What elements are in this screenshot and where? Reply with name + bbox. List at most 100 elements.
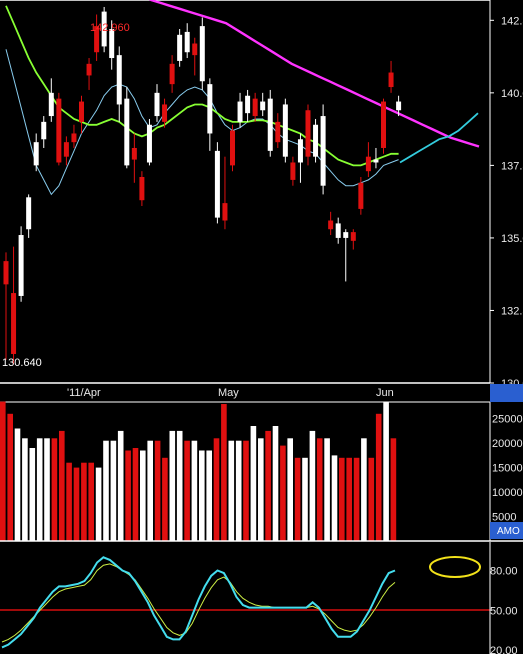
volume-bar — [228, 440, 235, 541]
ma-long-line — [148, 0, 480, 148]
low-annotation: 130.640 — [2, 357, 42, 369]
volume-bar — [162, 457, 168, 541]
candle-body — [335, 223, 341, 238]
candle-body — [214, 150, 220, 218]
candle-body — [18, 235, 24, 296]
price-tick-label: 132.500 — [501, 305, 523, 317]
candle-body — [267, 98, 273, 151]
volume-bar — [331, 455, 338, 541]
volume-tab-label: AMO — [497, 526, 520, 537]
high-annotation: 142.960 — [90, 22, 130, 34]
candle-body — [56, 98, 62, 163]
volume-bar — [88, 462, 94, 541]
candle-body — [71, 133, 77, 143]
volume-bar — [339, 457, 345, 541]
volume-bar — [147, 440, 153, 541]
stochastic-k-line — [1, 556, 396, 649]
volume-bar — [272, 426, 279, 541]
candle-body — [297, 139, 303, 163]
volume-bar — [103, 440, 109, 541]
volume-bar — [361, 438, 367, 542]
volume-bar — [117, 430, 124, 541]
volume-bar — [110, 440, 117, 541]
volume-bar — [206, 450, 212, 541]
date-label-may: May — [218, 387, 239, 399]
candle-body — [154, 92, 160, 117]
volume-bar — [235, 440, 242, 541]
volume-bar — [280, 445, 286, 541]
candle-body — [94, 26, 100, 53]
volume-tab[interactable] — [490, 522, 523, 539]
candle-body — [33, 142, 39, 166]
volume-bar — [44, 438, 50, 542]
candle-body — [275, 121, 281, 143]
volume-bar — [383, 401, 389, 541]
price-axis-tag[interactable] — [490, 384, 523, 402]
candle-body — [48, 92, 54, 117]
candle-body — [109, 29, 115, 59]
candle-body — [350, 232, 356, 241]
volume-bar — [287, 438, 293, 542]
candle-body — [260, 101, 266, 111]
volume-bar — [258, 438, 264, 542]
candle-body — [320, 116, 326, 186]
price-axis: 142.500140.000137.500135.000132.500130.0… — [490, 15, 523, 390]
volume-bar — [51, 438, 58, 542]
candle-body — [11, 293, 17, 354]
volume-bar — [73, 467, 80, 541]
candle-body — [124, 98, 130, 166]
candle-body — [388, 72, 394, 88]
candle-body — [116, 55, 122, 105]
volume-bar — [176, 430, 183, 541]
volume-bar — [353, 457, 360, 541]
candle-body — [373, 159, 379, 163]
candle-body — [313, 124, 319, 157]
volume-bar — [368, 457, 375, 541]
candle-body — [41, 121, 47, 140]
candle-body — [139, 176, 145, 201]
volume-axis: 25000 20000 15000 10000 5000 — [492, 414, 523, 524]
candle-body — [365, 156, 371, 172]
volume-bar — [390, 438, 397, 542]
candle-body — [230, 130, 235, 166]
candle-body — [146, 124, 152, 163]
volume-bar — [250, 426, 257, 541]
candle-body — [207, 84, 213, 134]
volume-bars — [0, 401, 397, 542]
price-tick-label: 135.000 — [501, 233, 523, 245]
candle-body — [343, 232, 349, 238]
volume-bar — [7, 413, 13, 541]
volume-bar — [66, 462, 72, 541]
volume-tick-label: 10000 — [492, 487, 523, 499]
volume-bar — [95, 467, 102, 541]
stochastic-lines — [1, 556, 396, 649]
volume-bar — [346, 457, 352, 541]
volume-tick-label: 25000 — [492, 414, 523, 426]
volume-bar — [59, 430, 65, 541]
volume-bar — [191, 440, 198, 541]
stochastic-tick-label: 50.00 — [490, 605, 518, 617]
volume-bar — [36, 438, 43, 542]
candle-body — [328, 220, 334, 230]
candle-body — [169, 63, 175, 85]
candle-body — [79, 101, 84, 122]
volume-bar — [29, 448, 36, 541]
volume-bar — [294, 457, 301, 541]
volume-bar — [243, 440, 249, 541]
volume-bar — [199, 450, 205, 541]
candle-body — [237, 101, 243, 122]
candle-body — [162, 104, 168, 122]
projection-line — [399, 112, 479, 164]
candle-body — [358, 182, 364, 209]
volume-bar — [169, 430, 176, 541]
volume-bar — [309, 430, 316, 541]
candle-body — [252, 98, 258, 117]
volume-bar — [184, 440, 190, 541]
volume-bar — [302, 457, 308, 541]
candle-body — [63, 142, 69, 157]
candle-body — [86, 63, 92, 76]
candles — [3, 6, 402, 365]
candle-body — [3, 261, 9, 285]
